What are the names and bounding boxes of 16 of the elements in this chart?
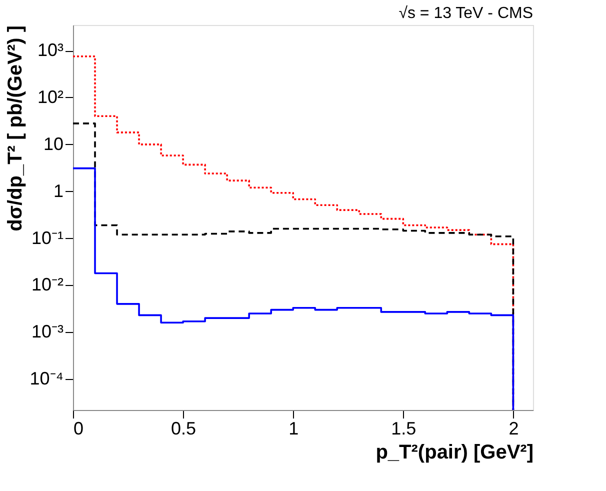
x-tick-label: 2 (508, 418, 519, 438)
y-tick-label: 1 (53, 180, 64, 201)
y-tick-label: 10⁻³ (31, 322, 64, 342)
y-tick-label: 10³ (37, 40, 64, 60)
x-tick-label: 0.5 (171, 418, 196, 438)
x-tick-label: 1 (288, 418, 299, 438)
x-tick-label: 0 (74, 418, 84, 438)
y-tick-label: 10⁻¹ (31, 228, 64, 248)
y-tick-label: 10² (37, 86, 64, 107)
y-tick-label: 10⁻⁴ (30, 368, 64, 389)
y-tick-label: 10 (43, 134, 64, 154)
y-tick-label: 10⁻² (31, 274, 64, 295)
x-axis-title: p_T²(pair) [GeV²] (376, 442, 534, 464)
x-tick-label: 1.5 (391, 418, 416, 438)
chart-title: √s = 13 TeV - CMS (398, 5, 533, 22)
y-axis-title: dσ/dp_T² [ pb/(GeV²) ] (4, 26, 27, 232)
